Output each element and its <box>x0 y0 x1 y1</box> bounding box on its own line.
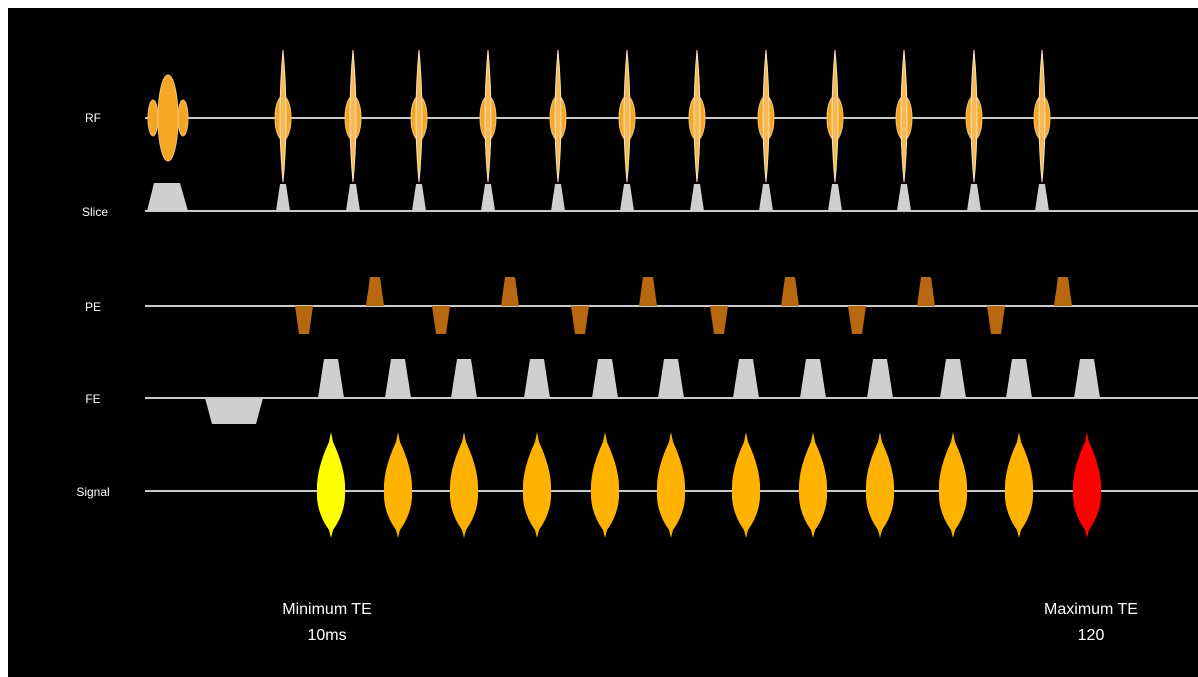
excitation-pulse <box>147 74 189 162</box>
refocusing-pulse-spike <box>693 49 701 183</box>
echo-signals <box>316 432 1102 538</box>
refocusing-pulse <box>479 49 497 183</box>
slice-gradient <box>967 184 981 211</box>
slice-gradient <box>346 184 360 211</box>
fe-readout-gradient <box>733 359 759 398</box>
excitation-main-lobe <box>157 74 179 162</box>
refocusing-pulse-spike <box>623 49 631 183</box>
fe-readout-gradient <box>592 359 618 398</box>
row-label-fe: FE <box>85 392 100 406</box>
pe-gradient-negative <box>295 306 313 334</box>
refocusing-pulse <box>549 49 567 183</box>
row-label-slice: Slice <box>82 205 108 219</box>
refocusing-pulse-spike <box>415 49 423 183</box>
slice-gradients <box>147 183 1049 211</box>
pe-gradient-positive <box>639 277 657 306</box>
refocusing-pulse-spike <box>1038 49 1046 183</box>
pe-gradient-positive <box>781 277 799 306</box>
fe-readout-gradient <box>1074 359 1100 398</box>
refocusing-pulse <box>618 49 636 183</box>
echo-signal <box>938 432 968 538</box>
excitation-slice-gradient <box>147 183 188 211</box>
min-te-title: Minimum TE <box>282 601 372 618</box>
slice-gradient <box>620 184 634 211</box>
pe-gradient-positive <box>1054 277 1072 306</box>
echo-signal <box>798 432 828 538</box>
fe-readout-gradient <box>385 359 411 398</box>
slice-gradient <box>828 184 842 211</box>
echo-signal <box>449 432 479 538</box>
max-te-title: Maximum TE <box>1044 601 1138 618</box>
pe-gradient-negative <box>432 306 450 334</box>
excitation-side-lobe <box>177 99 189 137</box>
refocusing-pulse-spike <box>900 49 908 183</box>
refocusing-pulse-spike <box>554 49 562 183</box>
min-te-value: 10ms <box>307 627 346 644</box>
fe-readout-gradient <box>1006 359 1032 398</box>
diagram-background <box>8 8 1198 677</box>
fe-readout-gradient <box>524 359 550 398</box>
refocusing-pulse <box>688 49 706 183</box>
echo-signal <box>1004 432 1034 538</box>
row-label-signal: Signal <box>76 485 109 499</box>
row-label-pe: PE <box>85 300 101 314</box>
refocusing-pulse <box>757 49 775 183</box>
fe-prephase-gradient <box>205 398 263 424</box>
fe-readout-gradient <box>800 359 826 398</box>
refocusing-pulse-spike <box>349 49 357 183</box>
excitation-side-lobe <box>147 99 159 137</box>
rf-pulses <box>147 49 1051 183</box>
frequency-encode-gradients <box>205 359 1100 424</box>
echo-signal <box>590 432 620 538</box>
slice-gradient <box>1035 184 1049 211</box>
fe-readout-gradient <box>940 359 966 398</box>
echo-signal <box>865 432 895 538</box>
pe-gradient-negative <box>987 306 1005 334</box>
fe-readout-gradient <box>658 359 684 398</box>
max-te-value: 120 <box>1078 627 1105 644</box>
slice-gradient <box>897 184 911 211</box>
pe-gradient-positive <box>501 277 519 306</box>
echo-signal <box>731 432 761 538</box>
refocusing-pulse-spike <box>279 49 287 183</box>
refocusing-pulse-spike <box>762 49 770 183</box>
echo-signal-min-te <box>316 432 346 538</box>
echo-signal <box>383 432 413 538</box>
refocusing-pulse <box>344 49 362 183</box>
fe-readout-gradient <box>451 359 477 398</box>
slice-gradient <box>481 184 495 211</box>
refocusing-pulse <box>895 49 913 183</box>
pe-gradient-negative <box>848 306 866 334</box>
refocusing-pulse <box>965 49 983 183</box>
pe-gradient-positive <box>366 277 384 306</box>
refocusing-pulse <box>1033 49 1051 183</box>
pe-gradient-positive <box>917 277 935 306</box>
row-label-rf: RF <box>85 111 101 125</box>
slice-gradient <box>551 184 565 211</box>
slice-gradient <box>412 184 426 211</box>
phase-encode-gradients <box>295 277 1072 334</box>
slice-gradient <box>276 184 290 211</box>
slice-gradient <box>690 184 704 211</box>
refocusing-pulse-spike <box>831 49 839 183</box>
pe-gradient-negative <box>710 306 728 334</box>
refocusing-pulse-spike <box>970 49 978 183</box>
echo-signal <box>522 432 552 538</box>
refocusing-pulse <box>826 49 844 183</box>
refocusing-pulse <box>274 49 292 183</box>
fe-readout-gradient <box>318 359 344 398</box>
pe-gradient-negative <box>571 306 589 334</box>
echo-signal <box>656 432 686 538</box>
echo-signal-max-te <box>1072 432 1102 538</box>
slice-gradient <box>759 184 773 211</box>
refocusing-pulse-spike <box>484 49 492 183</box>
refocusing-pulse <box>410 49 428 183</box>
fe-readout-gradient <box>867 359 893 398</box>
